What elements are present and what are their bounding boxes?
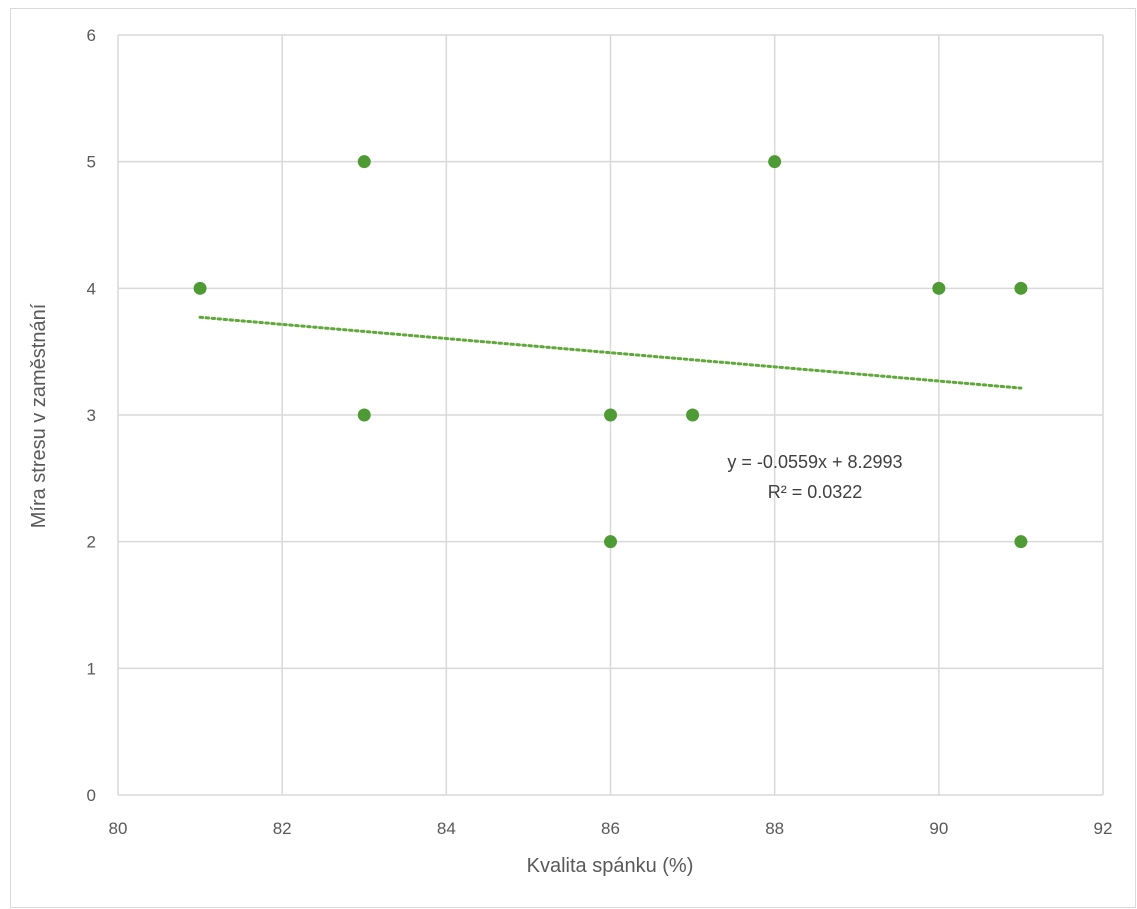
y-tick-label: 5 [87, 153, 96, 172]
x-tick-label: 82 [273, 819, 292, 838]
x-tick-label: 90 [929, 819, 948, 838]
y-tick-label: 3 [87, 406, 96, 425]
gridlines [117, 34, 1104, 796]
data-point [1014, 535, 1028, 549]
y-tick-label: 2 [87, 533, 96, 552]
data-point [604, 408, 617, 422]
y-tick-label: 4 [87, 279, 96, 298]
data-point [604, 535, 617, 549]
data-point [357, 408, 371, 422]
data-points [193, 155, 1028, 549]
x-tick-labels: 80 82 84 86 88 90 92 [109, 819, 1113, 838]
x-tick-label: 84 [437, 819, 456, 838]
data-point [1014, 281, 1028, 295]
data-point [357, 155, 371, 169]
y-tick-label: 1 [87, 659, 96, 678]
data-point [768, 155, 782, 169]
y-axis-title: Míra stresu v zaměstnání [28, 303, 50, 528]
x-tick-label: 80 [109, 819, 128, 838]
linear-trendline [198, 315, 1023, 390]
y-tick-label: 0 [87, 786, 96, 805]
x-tick-label: 86 [601, 819, 620, 838]
chart-frame [10, 8, 1136, 908]
trendline-layer [198, 315, 1023, 390]
data-point [932, 281, 946, 295]
y-tick-labels: 0 1 2 3 4 5 6 [87, 26, 96, 805]
x-tick-label: 92 [1094, 819, 1113, 838]
data-point [193, 281, 207, 295]
data-point [686, 408, 700, 422]
r-squared-label: R² = 0.0322 [768, 482, 863, 502]
trendline-equation: y = -0.0559x + 8.2993 [727, 452, 902, 472]
y-tick-label: 6 [87, 26, 96, 45]
x-axis-title: Kvalita spánku (%) [527, 855, 694, 877]
x-tick-label: 88 [765, 819, 784, 838]
